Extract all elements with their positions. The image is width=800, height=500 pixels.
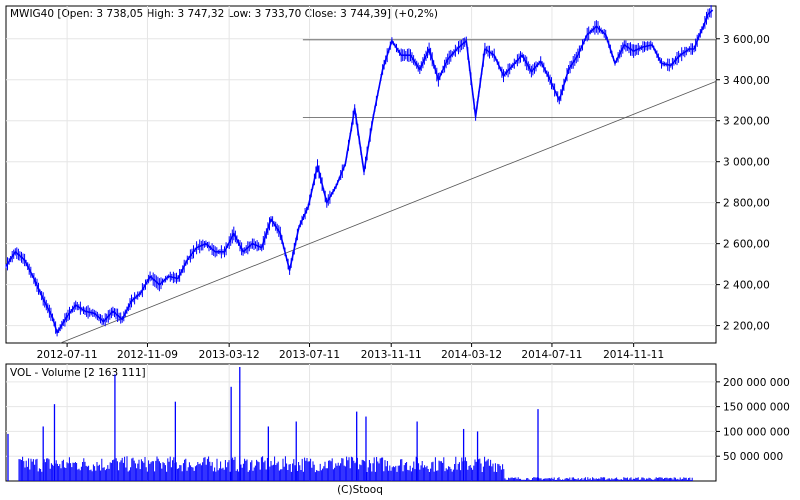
volume-y-tick-label: 100 000 000 [723, 426, 790, 438]
price-y-tick-label: 3 400,00 [723, 75, 770, 87]
price-y-tick-label: 2 400,00 [723, 280, 770, 292]
price-plot-frame [5, 5, 717, 344]
price-x-tick-label: 2013-07-11 [279, 349, 340, 361]
price-x-tick-label: 2012-11-09 [117, 349, 178, 361]
price-y-tick-label: 3 600,00 [723, 34, 770, 46]
volume-label: VOL - Volume [2 163 111] [10, 367, 146, 379]
annotation-lines [60, 39, 717, 344]
price-y-tick-label: 3 000,00 [723, 157, 770, 169]
price-y-tick-label: 2 200,00 [723, 321, 770, 333]
volume-y-tick-label: 200 000 000 [723, 377, 790, 389]
price-panel: MWIG40 [Open: 3 738,05 High: 3 747,32 Lo… [5, 5, 770, 361]
price-x-tick-label: 2014-03-12 [441, 349, 502, 361]
price-header: MWIG40 [Open: 3 738,05 High: 3 747,32 Lo… [10, 8, 438, 20]
price-x-tick-label: 2012-07-11 [37, 349, 98, 361]
price-bars [5, 5, 712, 337]
volume-bar-fill [18, 456, 693, 481]
price-x-tick-label: 2013-11-11 [361, 349, 422, 361]
price-x-tick-label: 2014-11-11 [603, 349, 664, 361]
volume-y-tick-label: 50 000 000 [723, 451, 783, 463]
price-y-tick-label: 2 600,00 [723, 239, 770, 251]
price-y-axis: 2 200,00 2 400,00 2 600,00 2 800,00 3 000,00… [6, 34, 770, 333]
price-y-tick-label: 3 200,00 [723, 116, 770, 128]
price-series [5, 5, 714, 337]
volume-bars [7, 366, 693, 481]
price-y-tick-label: 2 800,00 [723, 198, 770, 210]
price-x-tick-label: 2013-03-12 [199, 349, 260, 361]
price-x-axis: 2012-07-11 2012-11-09 2013-03-12 2013-07-11… [37, 6, 664, 361]
copyright-footer: (C)Stooq [337, 484, 383, 496]
price-x-tick-label: 2014-07-11 [521, 349, 582, 361]
volume-y-tick-label: 150 000 000 [723, 402, 790, 414]
trend-line [60, 81, 717, 344]
volume-panel: VOL - Volume [2 163 111] 50 000 000 100 0… [5, 363, 790, 482]
